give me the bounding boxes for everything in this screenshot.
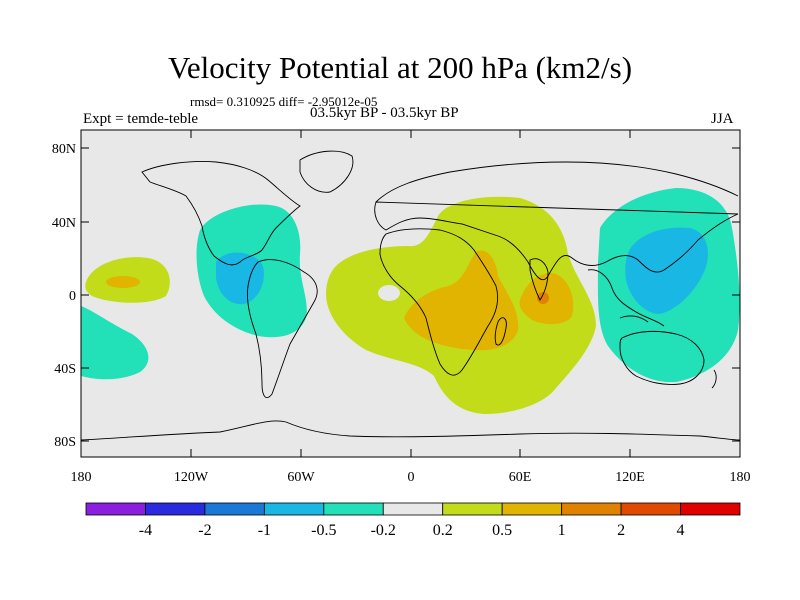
season-label: JJA bbox=[711, 111, 734, 127]
contour-neutral-hole-atlantic bbox=[378, 285, 400, 301]
colorbar-label: -0.2 bbox=[371, 522, 396, 539]
colorbar: -4 -2 -1 -0.5 -0.2 0.2 0.5 1 2 4 bbox=[85, 502, 741, 539]
colorbar-swatch bbox=[204, 502, 265, 516]
lon-tick-label: 120E bbox=[615, 470, 645, 485]
coastline-antarctica bbox=[81, 420, 740, 441]
coastline-australia bbox=[619, 330, 705, 385]
colorbar-label: 0.2 bbox=[433, 522, 453, 539]
lon-tick-label: 0 bbox=[408, 470, 415, 485]
lat-tick-label: 80N bbox=[52, 142, 76, 157]
lon-tick-label: 120W bbox=[174, 470, 209, 485]
lat-tick-label: 40N bbox=[52, 216, 76, 231]
colorbar-swatch bbox=[561, 502, 622, 516]
lon-tick-label: 180 bbox=[730, 470, 751, 485]
lat-tick-label: 0 bbox=[69, 289, 76, 304]
colorbar-label: -1 bbox=[258, 522, 271, 539]
experiment-label: Expt = temde-teble bbox=[83, 111, 199, 127]
coastline-madagascar bbox=[494, 317, 507, 346]
map-title: Velocity Potential at 200 hPa (km2/s) bbox=[167, 50, 633, 85]
lon-tick-label: 180 bbox=[71, 470, 92, 485]
colorbar-swatch bbox=[85, 502, 146, 516]
period-label: 03.5kyr BP - 03.5kyr BP bbox=[310, 105, 459, 121]
colorbar-swatch bbox=[382, 502, 444, 516]
contour-negative-sw-pacific bbox=[81, 306, 149, 380]
colorbar-swatch bbox=[501, 502, 563, 516]
colorbar-swatch bbox=[620, 502, 681, 516]
colorbar-swatch bbox=[442, 502, 503, 516]
coastline-india bbox=[529, 258, 549, 301]
colorbar-swatch bbox=[263, 502, 325, 516]
lat-tick-label: 40S bbox=[54, 362, 76, 377]
coastline-layer bbox=[81, 150, 740, 441]
coastline-southeast-asia bbox=[587, 269, 665, 327]
contour-negative-americas-core bbox=[216, 252, 264, 305]
colorbar-swatch bbox=[680, 502, 741, 516]
colorbar-swatch bbox=[145, 502, 206, 516]
colorbar-label: 1 bbox=[558, 522, 566, 539]
colorbar-label: -4 bbox=[139, 522, 152, 539]
lon-tick-label: 60E bbox=[509, 470, 532, 485]
lat-tick-label: 80S bbox=[54, 435, 76, 450]
contour-positive-indian-peak bbox=[537, 292, 549, 304]
colorbar-label: -2 bbox=[198, 522, 211, 539]
lon-axis: 180 120W 60W 0 60E 120E 180 bbox=[71, 130, 751, 485]
colorbar-label: 0.5 bbox=[492, 522, 512, 539]
colorbar-label: 4 bbox=[677, 522, 685, 539]
contour-negative-west-pacific-core bbox=[625, 227, 708, 314]
lat-axis: 80N 40N 0 40S 80S bbox=[52, 142, 740, 450]
contour-positive-central-pacific-core bbox=[106, 276, 140, 288]
colorbar-swatch bbox=[323, 502, 384, 516]
stats-text: rmsd= 0.310925 diff= -2.95012e-05 bbox=[190, 94, 378, 109]
colorbar-label: 2 bbox=[617, 522, 625, 539]
colorbar-label: -0.5 bbox=[311, 522, 336, 539]
coastline-greenland bbox=[299, 150, 354, 193]
coastline-south-america bbox=[247, 259, 318, 398]
lon-tick-label: 60W bbox=[287, 470, 315, 485]
coastline-new-zealand bbox=[711, 369, 717, 389]
contour-fill-layer bbox=[81, 188, 740, 414]
coastline-africa bbox=[379, 228, 499, 376]
coastline-north-america bbox=[141, 161, 301, 266]
